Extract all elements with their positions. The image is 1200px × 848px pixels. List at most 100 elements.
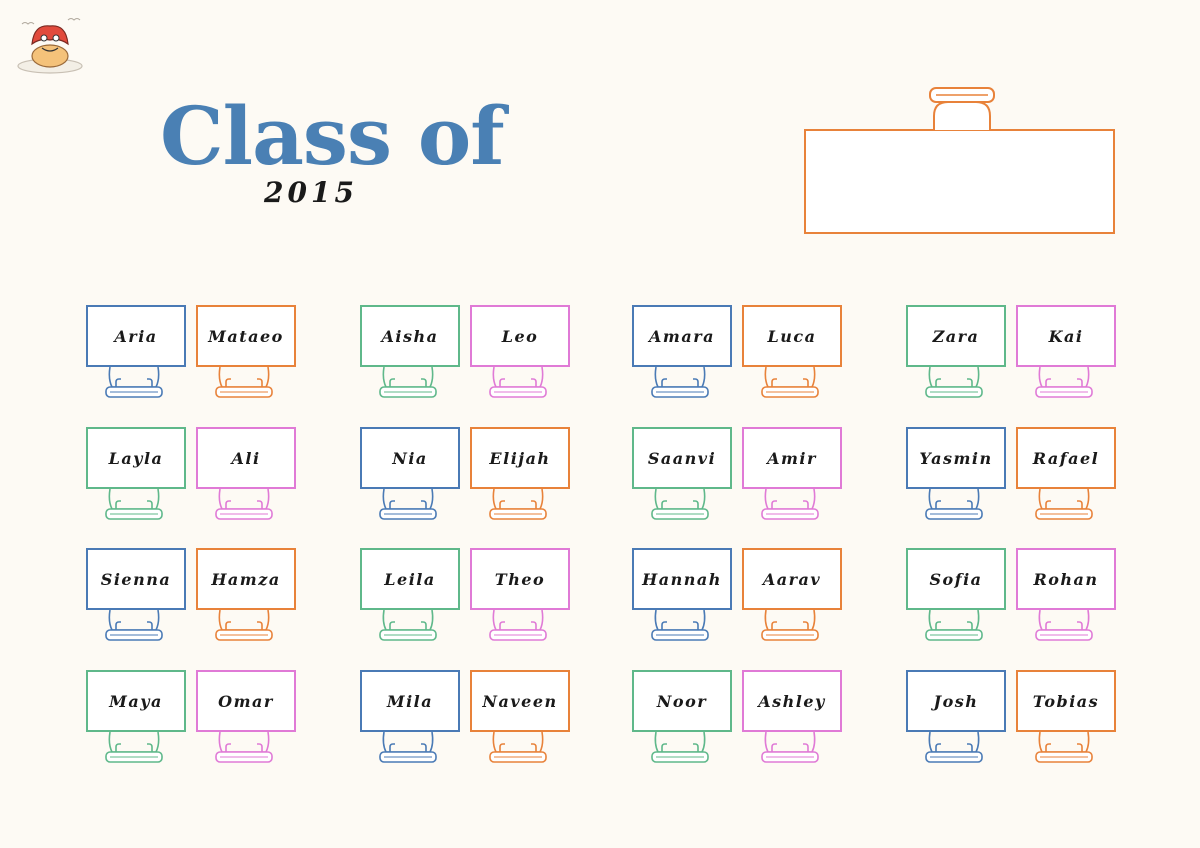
student-name: Ashley xyxy=(758,691,826,711)
desk-seat: Rohan xyxy=(1016,548,1116,642)
chair-icon xyxy=(379,731,437,763)
chair-icon xyxy=(925,488,983,520)
desk-nameplate: Aria xyxy=(86,305,186,367)
desk-seat: Kai xyxy=(1016,305,1116,399)
chair-icon xyxy=(761,366,819,398)
desk-nameplate: Theo xyxy=(470,548,570,610)
student-name: Amir xyxy=(767,448,817,468)
mascot-logo-icon xyxy=(17,18,83,74)
desk-nameplate: Sienna xyxy=(86,548,186,610)
desk-nameplate: Rafael xyxy=(1016,427,1116,489)
student-name: Omar xyxy=(218,691,274,711)
chair-icon xyxy=(379,609,437,641)
desk-nameplate: Amir xyxy=(742,427,842,489)
student-name: Elijah xyxy=(489,448,551,468)
student-name: Rafael xyxy=(1032,448,1100,468)
chair-icon xyxy=(925,366,983,398)
desk-nameplate: Saanvi xyxy=(632,427,732,489)
student-name: Sienna xyxy=(100,569,172,589)
chair-icon xyxy=(215,366,273,398)
desk-seat: Leila xyxy=(360,548,460,642)
student-name: Rohan xyxy=(1033,569,1099,589)
desk-nameplate: Luca xyxy=(742,305,842,367)
desk-nameplate: Leila xyxy=(360,548,460,610)
desk-seat: Aisha xyxy=(360,305,460,399)
desk-nameplate: Mataeo xyxy=(196,305,296,367)
desk-nameplate: Maya xyxy=(86,670,186,732)
student-name: Mila xyxy=(386,691,434,711)
chair-icon xyxy=(489,731,547,763)
class-year: 2015 xyxy=(264,176,358,209)
desk-seat: Ali xyxy=(196,427,296,521)
desk-nameplate: Noor xyxy=(632,670,732,732)
desk-nameplate: Leo xyxy=(470,305,570,367)
desk-seat: Maya xyxy=(86,670,186,764)
student-name: Saanvi xyxy=(647,448,717,468)
student-name: Naveen xyxy=(482,691,558,711)
chair-icon xyxy=(379,488,437,520)
chair-icon xyxy=(215,609,273,641)
desk-seat: Amara xyxy=(632,305,732,399)
student-name: Josh xyxy=(933,691,979,711)
student-name: Nia xyxy=(392,448,428,468)
chair-icon xyxy=(105,366,163,398)
teacher-desk xyxy=(804,87,1115,234)
desk-seat: Aarav xyxy=(742,548,842,642)
desk-nameplate: Ali xyxy=(196,427,296,489)
chair-icon xyxy=(651,488,709,520)
desk-nameplate: Sofia xyxy=(906,548,1006,610)
desk-seat: Mataeo xyxy=(196,305,296,399)
desk-seat: Nia xyxy=(360,427,460,521)
desk-nameplate: Aarav xyxy=(742,548,842,610)
desk-nameplate: Ashley xyxy=(742,670,842,732)
desk-nameplate: Rohan xyxy=(1016,548,1116,610)
desk-nameplate: Yasmin xyxy=(906,427,1006,489)
desk-nameplate: Nia xyxy=(360,427,460,489)
desk-seat: Omar xyxy=(196,670,296,764)
student-name: Leila xyxy=(384,569,436,589)
desk-seat: Rafael xyxy=(1016,427,1116,521)
student-name: Hamza xyxy=(211,569,281,589)
desk-seat: Layla xyxy=(86,427,186,521)
student-name: Mataeo xyxy=(208,326,284,346)
desk-seat: Elijah xyxy=(470,427,570,521)
desk-nameplate: Mila xyxy=(360,670,460,732)
desk-seat: Ashley xyxy=(742,670,842,764)
chair-icon xyxy=(761,488,819,520)
chair-icon xyxy=(761,609,819,641)
student-name: Hannah xyxy=(642,569,722,589)
student-name: Aria xyxy=(114,326,158,346)
desk-nameplate: Josh xyxy=(906,670,1006,732)
desk-nameplate: Layla xyxy=(86,427,186,489)
student-name: Kai xyxy=(1048,326,1084,346)
page-title: Class of xyxy=(160,89,505,183)
desk-seat: Mila xyxy=(360,670,460,764)
desk-seat: Sofia xyxy=(906,548,1006,642)
student-name: Noor xyxy=(656,691,708,711)
student-name: Leo xyxy=(501,326,539,346)
chair-icon xyxy=(925,731,983,763)
desk-nameplate: Hannah xyxy=(632,548,732,610)
chair-icon xyxy=(925,609,983,641)
chair-icon xyxy=(1035,366,1093,398)
chair-icon xyxy=(651,609,709,641)
desk-seat: Noor xyxy=(632,670,732,764)
desk-seat: Theo xyxy=(470,548,570,642)
desk-seat: Sienna xyxy=(86,548,186,642)
desk-seat: Yasmin xyxy=(906,427,1006,521)
student-name: Luca xyxy=(767,326,817,346)
desk-seat: Naveen xyxy=(470,670,570,764)
chair-icon xyxy=(1035,488,1093,520)
student-name: Aarav xyxy=(762,569,822,589)
student-name: Zara xyxy=(932,326,980,346)
desk-nameplate: Tobias xyxy=(1016,670,1116,732)
desk-seat: Luca xyxy=(742,305,842,399)
student-name: Sofia xyxy=(929,569,983,589)
desk-seat: Hannah xyxy=(632,548,732,642)
desk-nameplate: Aisha xyxy=(360,305,460,367)
chair-icon xyxy=(105,488,163,520)
desk-nameplate: Kai xyxy=(1016,305,1116,367)
chair-icon xyxy=(379,366,437,398)
student-name: Aisha xyxy=(381,326,439,346)
desk-nameplate: Amara xyxy=(632,305,732,367)
